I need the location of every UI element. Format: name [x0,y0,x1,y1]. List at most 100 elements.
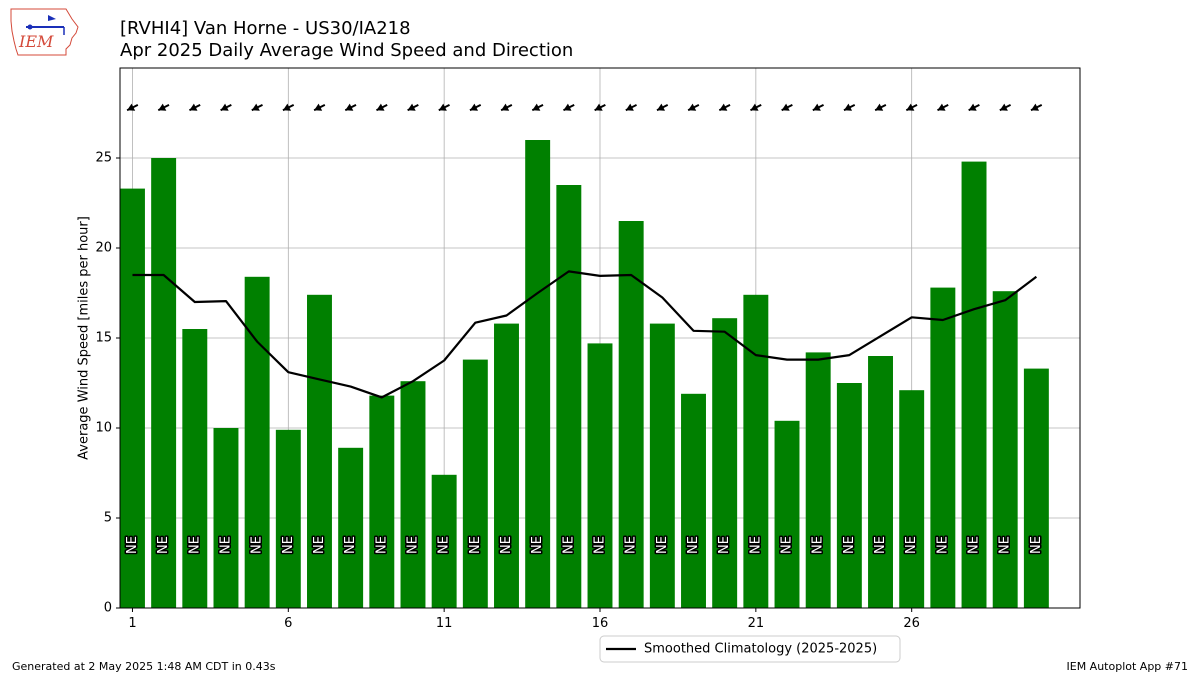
wind-direction-arrowhead [376,103,385,111]
direction-label: NE [686,536,701,554]
logo-flag [48,15,56,21]
wind-speed-bar [244,276,270,608]
wind-speed-bar [525,140,551,608]
x-tick-label: 21 [748,616,765,631]
wind-direction-arrowhead [937,103,946,111]
x-tick-label: 11 [436,616,453,631]
generated-note: Generated at 2 May 2025 1:48 AM CDT in 0… [12,660,276,673]
chart-title: [RVHI4] Van Horne - US30/IA218 [120,18,411,39]
wind-speed-bar [182,329,208,608]
wind-direction-arrowhead [407,103,416,111]
wind-direction-arrowhead [656,103,666,111]
wind-speed-bar [681,393,706,608]
wind-direction-arrowhead [843,103,853,111]
direction-label: NE [1029,536,1044,554]
wind-speed-bar [930,287,956,608]
y-tick-label: 25 [95,151,112,166]
wind-direction-arrowhead [594,103,603,111]
wind-speed-bar [120,188,145,608]
direction-label: NE [655,536,670,554]
direction-label: NE [904,536,919,554]
wind-direction-arrowhead [438,103,447,111]
y-tick-label: 10 [95,421,112,436]
direction-label: NE [437,536,452,554]
wind-direction-arrowhead [127,103,136,111]
y-tick-label: 0 [104,601,112,616]
wind-speed-bar [836,383,862,608]
legend-label: Smoothed Climatology (2025-2025) [644,642,877,657]
wind-speed-bar [431,474,457,608]
wind-direction-arrowhead [469,103,479,111]
wind-direction-arrowhead [688,103,697,111]
direction-label: NE [935,536,950,554]
wind-direction-arrowhead [563,103,572,111]
wind-direction-arrowhead [532,103,541,111]
direction-label: NE [593,536,608,554]
wind-direction-arrowhead [625,103,634,111]
wind-direction-arrowhead [719,103,728,111]
wind-speed-bar [151,158,177,608]
y-tick-label: 20 [95,241,112,256]
wind-direction-arrowhead [158,103,167,111]
y-tick-label: 5 [104,511,112,526]
wind-speed-bar [275,429,301,608]
direction-label: NE [374,536,389,554]
wind-speed-bar [400,381,426,608]
iowa-outline [10,8,79,56]
direction-label: NE [405,536,420,554]
direction-label: NE [125,536,140,554]
wind-speed-bar [494,323,519,608]
wind-speed-bar [805,352,831,608]
wind-direction-arrowhead [999,103,1008,111]
direction-label: NE [343,536,358,554]
wind-direction-arrowhead [282,103,291,111]
wind-direction-arrowhead [812,103,821,111]
direction-label: NE [156,536,171,554]
direction-label: NE [250,536,265,554]
logo-text: IEM [18,32,54,51]
wind-speed-bar [338,447,364,608]
chart-subtitle: Apr 2025 Daily Average Wind Speed and Di… [120,40,574,61]
wind-speed-bar [618,221,644,608]
wind-speed-bar [868,356,893,608]
direction-label: NE [748,536,763,554]
wind-direction-arrowhead [906,103,915,111]
wind-direction-arrowhead [189,103,198,111]
wind-speed-bar [1023,368,1049,608]
wind-direction-arrowhead [501,103,510,111]
wind-speed-bar [712,318,738,608]
direction-label: NE [811,536,826,554]
direction-label: NE [499,536,514,554]
wind-direction-arrowhead [781,103,790,111]
x-tick-label: 6 [284,616,292,631]
wind-speed-bar [992,291,1018,608]
y-axis-label: Average Wind Speed [miles per hour] [77,216,92,460]
x-tick-label: 16 [592,616,609,631]
y-tick-label: 15 [95,331,112,346]
wind-direction-arrowhead [345,103,354,111]
wind-speed-bar [649,323,675,608]
wind-speed-bar [587,343,613,608]
direction-label: NE [873,536,888,554]
x-tick-label: 26 [903,616,920,631]
direction-label: NE [780,536,795,554]
wind-speed-bar [369,395,395,608]
direction-label: NE [561,536,576,554]
wind-direction-arrowhead [220,103,229,111]
direction-label: NE [624,536,639,554]
direction-label: NE [218,536,233,554]
direction-label: NE [967,536,982,554]
wind-speed-bar [774,420,800,608]
iem-logo: IEM [8,5,82,63]
legend-box [599,635,901,663]
wind-speed-bar [899,390,925,608]
direction-label: NE [281,536,296,554]
direction-label: NE [187,536,202,554]
wind-speed-bar [743,294,769,608]
direction-label: NE [717,536,732,554]
wind-speed-bar [462,359,488,608]
climatology-line [132,270,1038,399]
wind-direction-arrowhead [251,103,260,111]
wind-speed-bar [307,294,332,608]
